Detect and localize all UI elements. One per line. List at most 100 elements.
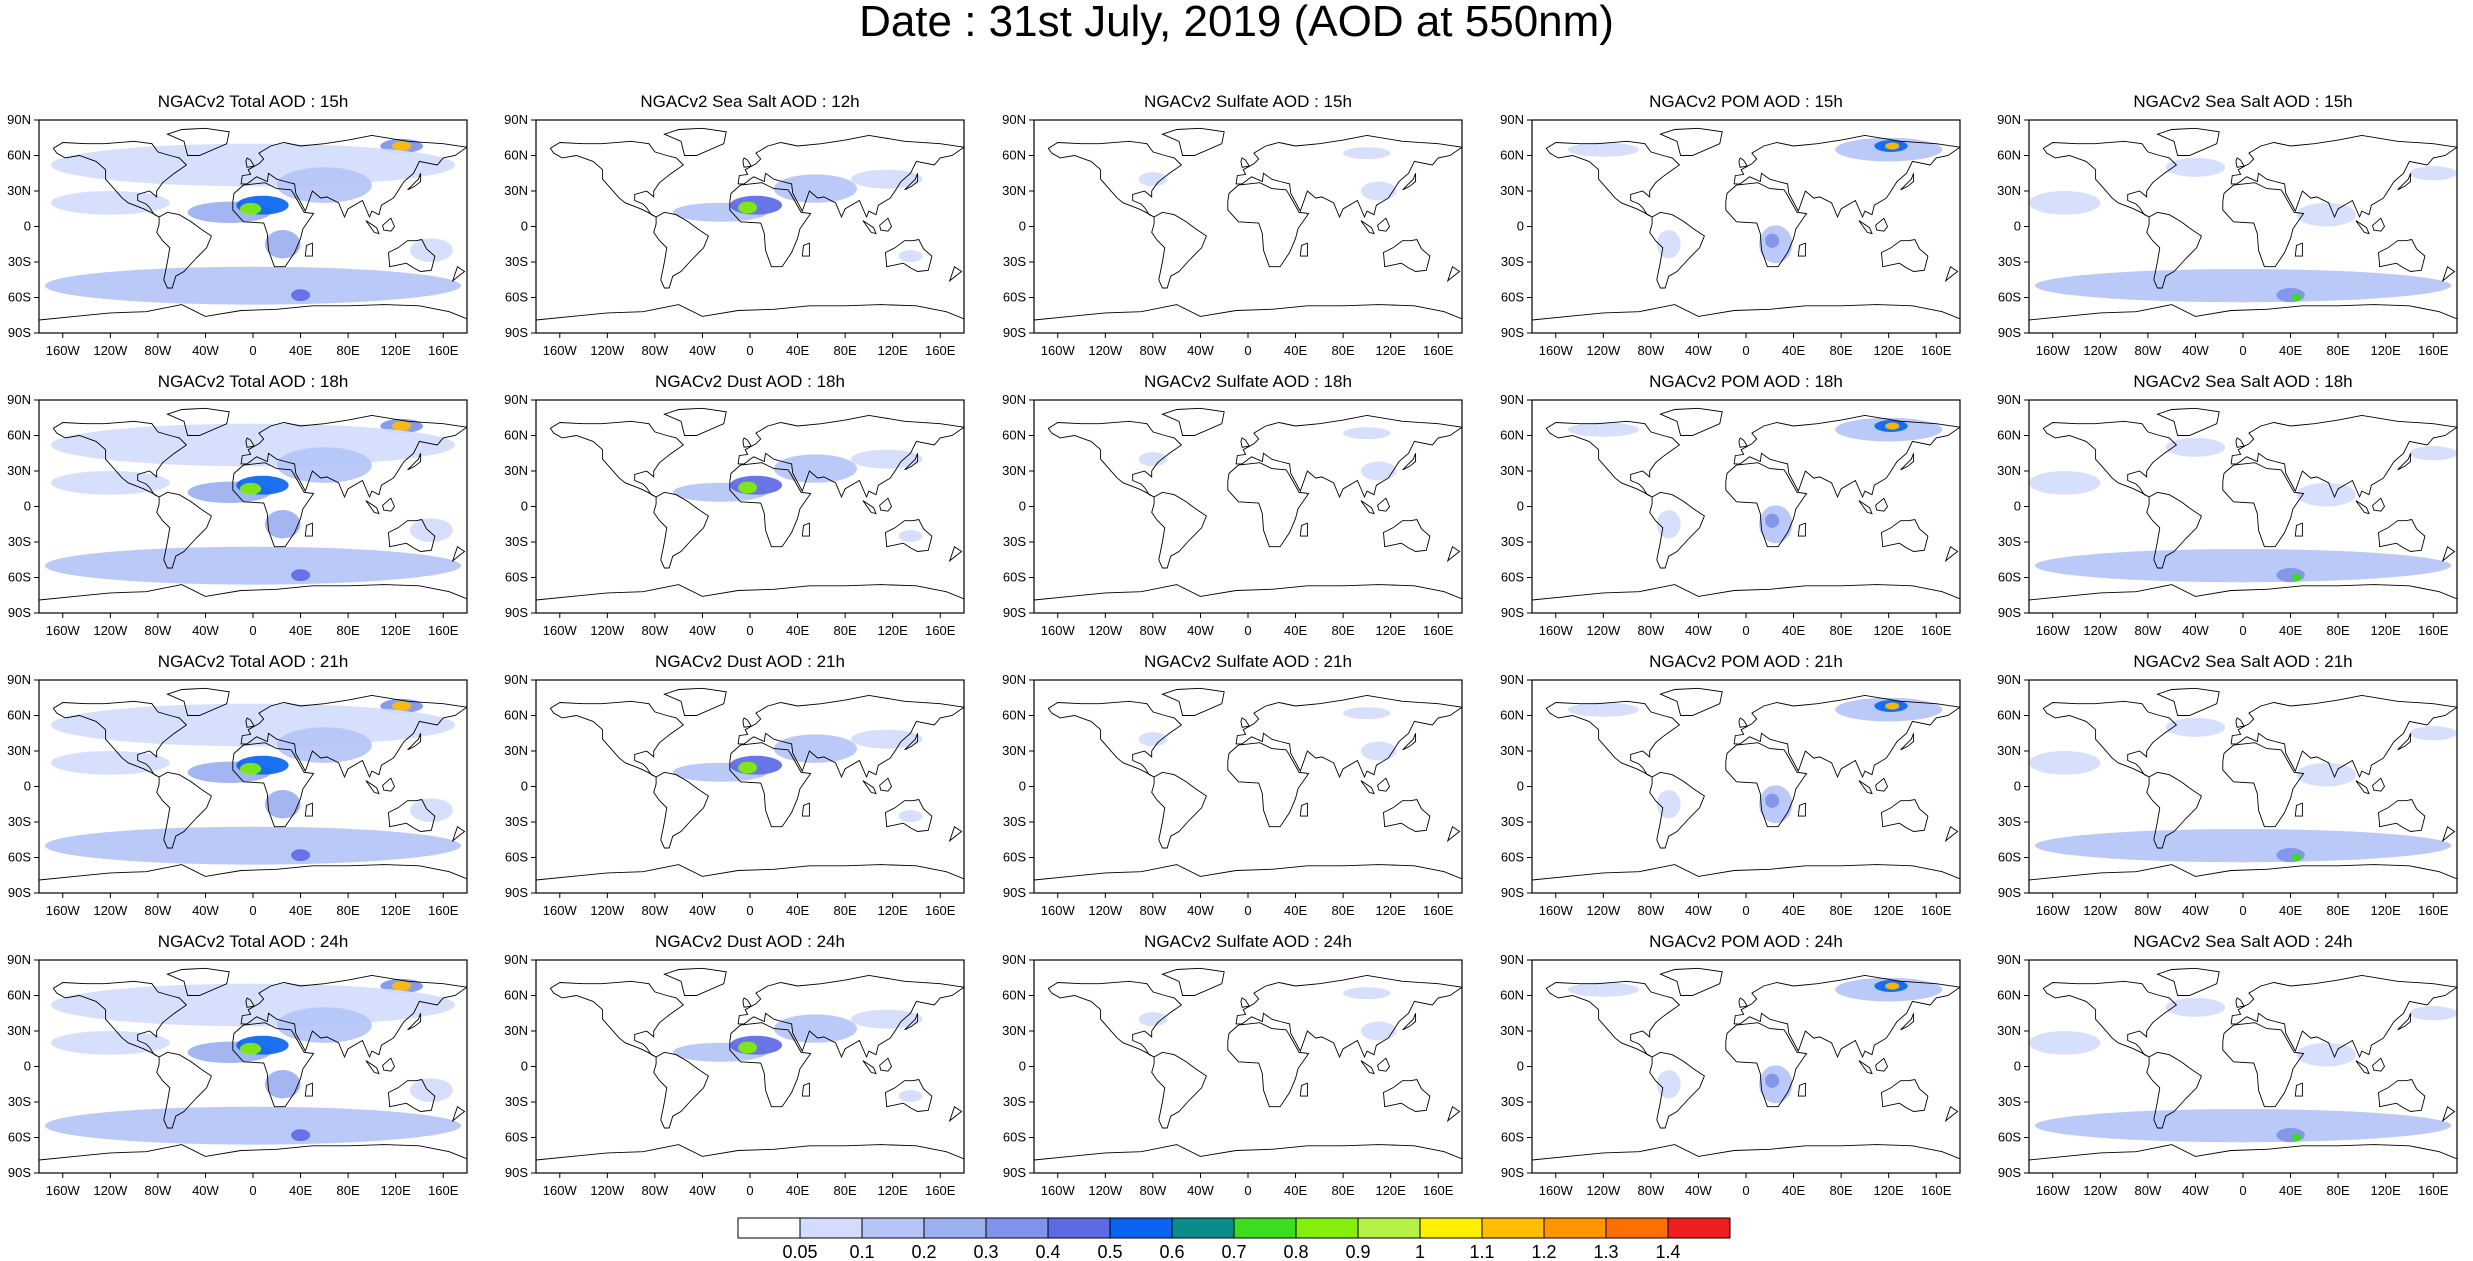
lat-tick-label: 30S: [505, 1094, 528, 1109]
coastline: [2372, 1057, 2386, 1072]
map-panel: 90N 60N 30N 0 30S 60S 90S 160W 120W 80W 40W 0 40E 80E…: [1002, 952, 1463, 1198]
lon-tick-label: 160W: [1539, 623, 1574, 638]
lat-tick-label: 0: [2014, 499, 2021, 514]
coastline: [1240, 997, 1250, 1008]
lat-tick-label: 90N: [7, 112, 31, 127]
lat-tick-label: 0: [521, 499, 528, 514]
colorbar-swatch: [799, 1217, 863, 1239]
aod-field: [264, 790, 301, 819]
coastline: [2156, 967, 2220, 996]
coastline: [2378, 1078, 2426, 1112]
aod-field: [239, 1042, 262, 1055]
coastline: [2146, 771, 2202, 849]
lon-tick-label: 40E: [1284, 903, 1307, 918]
aod-field: [50, 471, 170, 495]
lon-tick-label: 40W: [1685, 343, 1712, 358]
aod-field: [898, 250, 923, 262]
aod-field: [1360, 1021, 1397, 1041]
aod-field: [2276, 288, 2305, 303]
colorbar-label: 0.3: [973, 1242, 998, 1261]
lon-tick-label: 120E: [2370, 623, 2401, 638]
lon-tick-label: 40E: [289, 343, 312, 358]
lat-tick-label: 0: [24, 1059, 31, 1074]
lon-tick-label: 80E: [1830, 1183, 1853, 1198]
coastline: [948, 1105, 963, 1123]
aod-field: [1343, 147, 1391, 160]
lon-tick-label: 160W: [1041, 623, 1076, 638]
aod-field: [1567, 982, 1639, 997]
lat-tick-label: 30S: [505, 534, 528, 549]
lon-tick-label: 40W: [2182, 1183, 2209, 1198]
coastline: [1360, 220, 1375, 235]
coastline: [1034, 584, 1462, 601]
coastline: [1377, 1057, 1391, 1072]
lon-tick-label: 160W: [543, 623, 578, 638]
lat-tick-label: 90S: [8, 885, 31, 900]
coastline: [862, 780, 877, 795]
coastline: [1738, 157, 1748, 168]
coastline: [653, 491, 709, 569]
lon-tick-label: 0: [249, 1183, 256, 1198]
aod-field: [239, 762, 262, 775]
lon-tick-label: 160E: [1423, 623, 1454, 638]
lon-tick-label: 120W: [590, 1183, 625, 1198]
coastline: [536, 1144, 964, 1161]
lon-tick-label: 0: [249, 343, 256, 358]
lon-tick-label: 160W: [543, 903, 578, 918]
aod-field: [1360, 181, 1397, 201]
aod-field: [2296, 1042, 2356, 1067]
lat-tick-label: 60N: [7, 428, 31, 443]
panel-title: NGACv2 Sulfate AOD : 18h: [1144, 372, 1352, 391]
lon-tick-label: 160E: [1921, 1183, 1952, 1198]
panel-title: NGACv2 Total AOD : 18h: [157, 372, 349, 391]
coastline: [1034, 1144, 1462, 1161]
coastline: [729, 182, 812, 268]
coastline: [365, 220, 380, 235]
lat-tick-label: 90S: [8, 605, 31, 620]
lat-tick-label: 60S: [1003, 850, 1026, 865]
coastline: [2230, 414, 2457, 499]
aod-field: [1138, 732, 1168, 747]
map-panel: 90N 60N 30N 0 30S 60S 90S 160W 120W 80W 40W 0 40E 80E…: [504, 112, 965, 358]
aod-field: [851, 449, 923, 469]
colorbar-label: 1.1: [1469, 1242, 1494, 1261]
lon-tick-label: 160E: [1921, 623, 1952, 638]
coastline: [1725, 462, 1808, 548]
aod-field: [773, 734, 857, 763]
lon-tick-label: 160E: [925, 623, 956, 638]
lon-tick-label: 160E: [428, 1183, 459, 1198]
lat-tick-label: 0: [1517, 219, 1524, 234]
aod-field: [2296, 202, 2356, 227]
coastline: [1725, 182, 1808, 268]
coastline: [1047, 140, 1183, 218]
coastline: [1797, 1082, 1806, 1097]
coastline: [1797, 802, 1806, 817]
lat-tick-label: 60S: [8, 290, 31, 305]
coastline: [801, 522, 810, 537]
colorbar-label: 0.8: [1283, 1242, 1308, 1261]
lon-tick-label: 80W: [145, 343, 172, 358]
lon-tick-label: 0: [1244, 1183, 1251, 1198]
lon-tick-label: 120W: [93, 343, 128, 358]
aod-field: [2409, 1006, 2457, 1021]
lat-tick-label: 60N: [7, 148, 31, 163]
map-panel: 90N 60N 30N 0 30S 60S 90S 160W 120W 80W 40W 0 40E 80E…: [504, 392, 965, 638]
coastline: [1161, 407, 1225, 436]
panel-title: NGACv2 Sulfate AOD : 15h: [1144, 92, 1352, 111]
coastline: [2146, 1051, 2202, 1129]
coastline: [1797, 522, 1806, 537]
coastline: [2222, 1022, 2305, 1108]
aod-field: [1138, 172, 1168, 187]
lat-tick-label: 60N: [1002, 428, 1026, 443]
coastline: [304, 522, 313, 537]
panel-title: NGACv2 Sulfate AOD : 21h: [1144, 652, 1352, 671]
lon-tick-label: 160W: [46, 343, 81, 358]
coastline: [1240, 157, 1250, 168]
coastline: [653, 771, 709, 849]
map-panel: 90N 60N 30N 0 30S 60S 90S 160W 120W 80W 40W 0 40E 80E…: [1002, 672, 1463, 918]
coastline: [1659, 967, 1723, 996]
lon-tick-label: 120W: [590, 623, 625, 638]
coastline: [1900, 173, 1915, 191]
lat-tick-label: 90N: [1997, 112, 2021, 127]
lat-tick-label: 30S: [8, 254, 31, 269]
